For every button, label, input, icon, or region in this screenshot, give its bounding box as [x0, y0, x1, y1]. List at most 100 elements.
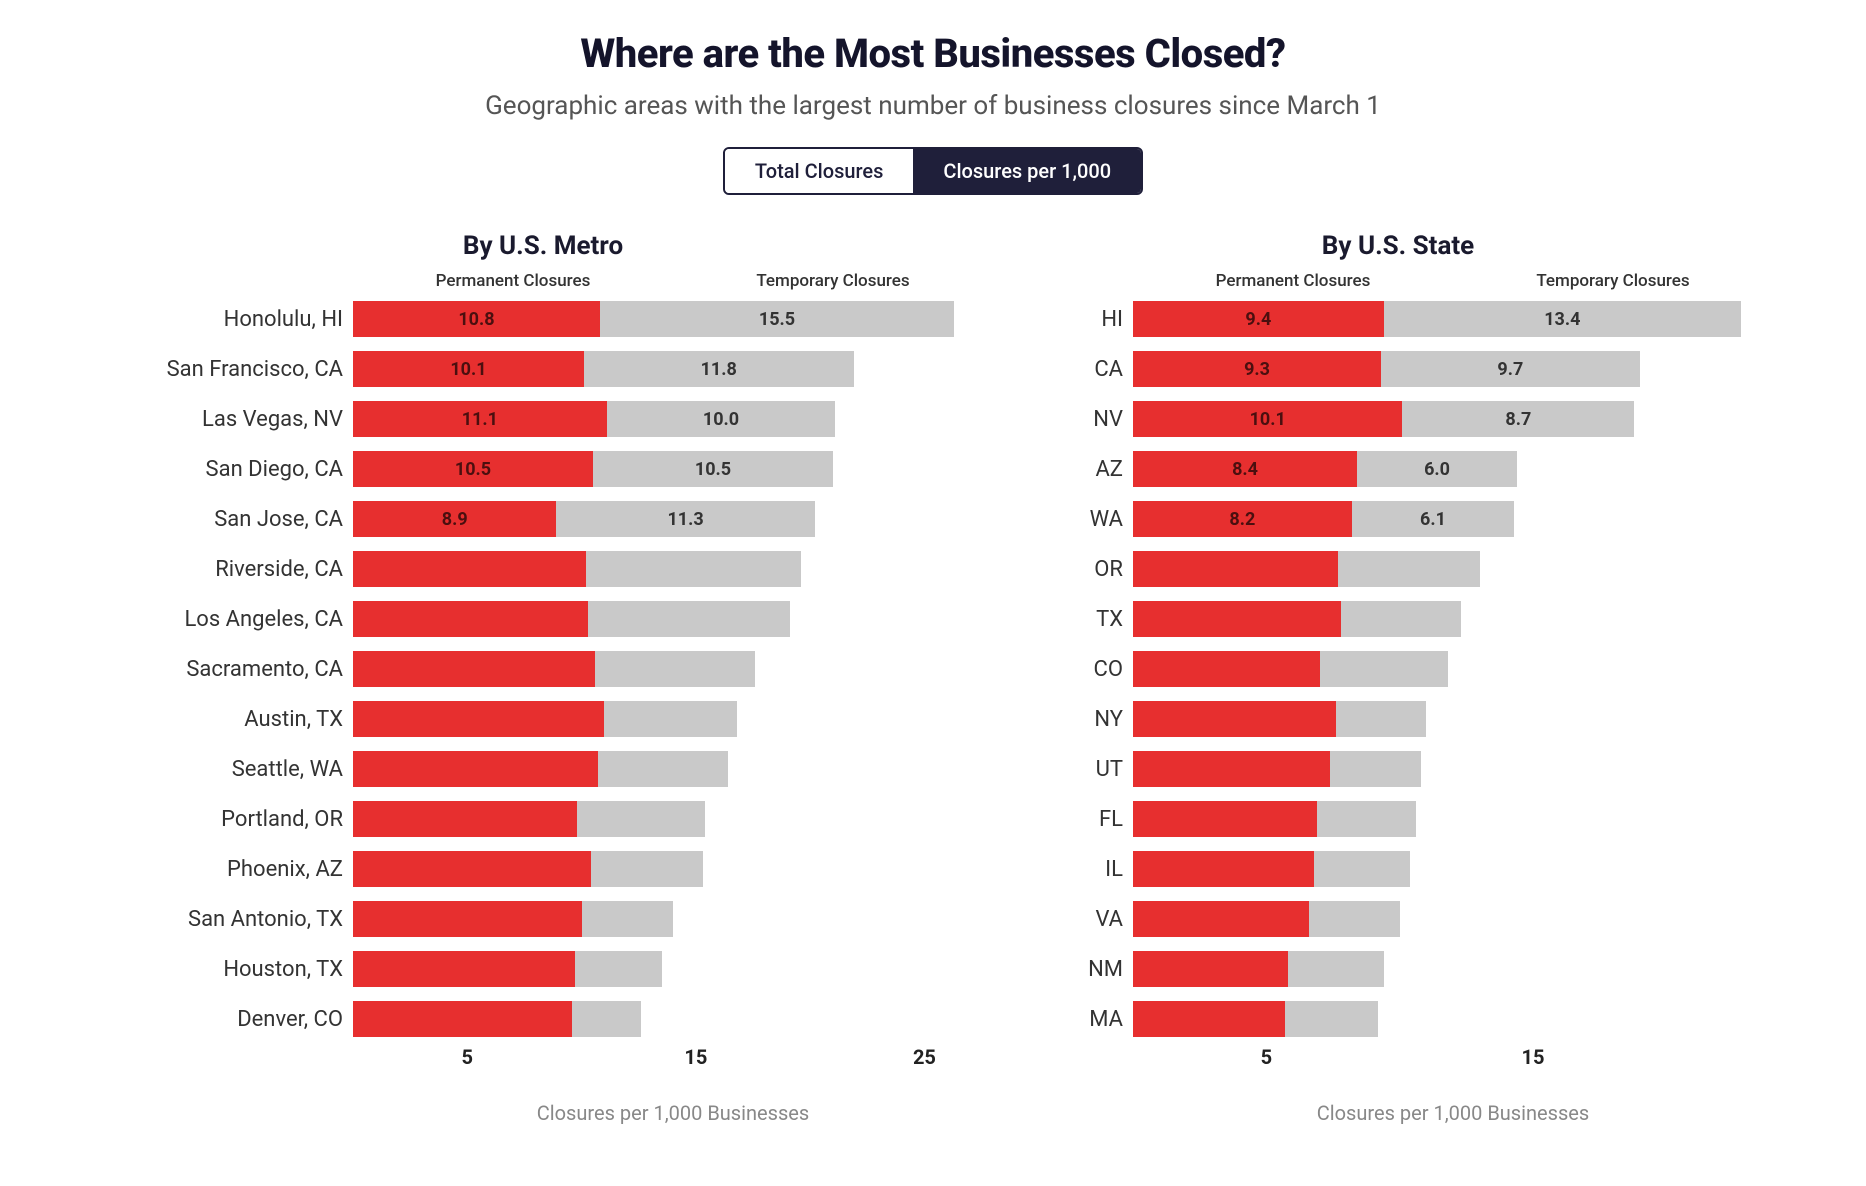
bar-row: UT	[1023, 747, 1773, 791]
bar-permanent: 10.5	[353, 451, 593, 487]
legend-row: Permanent ClosuresTemporary Closures	[93, 271, 993, 291]
bar-temporary	[572, 1001, 641, 1037]
bar-permanent: 9.4	[1133, 301, 1384, 337]
bar-track	[353, 847, 993, 891]
bars-container: HI9.413.4CA9.39.7NV10.18.7AZ8.46.0WA8.26…	[1023, 297, 1773, 1041]
bar-permanent	[1133, 751, 1330, 787]
row-label: UT	[1023, 757, 1133, 782]
row-label: Los Angeles, CA	[93, 607, 353, 632]
bar-permanent	[353, 551, 586, 587]
bar-track: 8.46.0	[1133, 447, 1773, 491]
bar-temporary	[1288, 951, 1384, 987]
bar-temporary	[1338, 551, 1479, 587]
legend-permanent: Permanent Closures	[1133, 271, 1453, 291]
bar-temporary	[1314, 851, 1410, 887]
bar-permanent	[353, 751, 598, 787]
row-label: San Diego, CA	[93, 457, 353, 482]
bar-row: Phoenix, AZ	[93, 847, 993, 891]
bar-temporary	[595, 651, 755, 687]
row-label: NV	[1023, 407, 1133, 432]
bar-row: HI9.413.4	[1023, 297, 1773, 341]
bar-permanent	[1133, 951, 1288, 987]
bar-temporary: 10.5	[593, 451, 833, 487]
bar-track	[1133, 847, 1773, 891]
row-label: Las Vegas, NV	[93, 407, 353, 432]
bar-permanent	[353, 651, 595, 687]
bar-permanent	[353, 801, 577, 837]
bar-track: 8.26.1	[1133, 497, 1773, 541]
bar-track	[1133, 597, 1773, 641]
bar-row: AZ8.46.0	[1023, 447, 1773, 491]
bar-temporary	[604, 701, 737, 737]
row-label: Seattle, WA	[93, 757, 353, 782]
axis-tick: 15	[1522, 1045, 1545, 1069]
bar-permanent	[1133, 1001, 1285, 1037]
bar-track: 10.815.5	[353, 297, 993, 341]
bar-row: CO	[1023, 647, 1773, 691]
toggle-option-1[interactable]: Closures per 1,000	[913, 149, 1141, 193]
bar-track	[353, 897, 993, 941]
bar-row: San Jose, CA8.911.3	[93, 497, 993, 541]
bar-row: FL	[1023, 797, 1773, 841]
bar-row: Seattle, WA	[93, 747, 993, 791]
bar-permanent	[353, 951, 575, 987]
bar-temporary	[1285, 1001, 1378, 1037]
bar-permanent	[353, 851, 591, 887]
row-label: VA	[1023, 907, 1133, 932]
bar-temporary	[1317, 801, 1416, 837]
bar-row: Portland, OR	[93, 797, 993, 841]
bar-row: WA8.26.1	[1023, 497, 1773, 541]
x-axis: 5 15	[1133, 1045, 1773, 1071]
bar-row: CA9.39.7	[1023, 347, 1773, 391]
legend-temporary: Temporary Closures	[1453, 271, 1773, 291]
bar-temporary: 9.7	[1381, 351, 1640, 387]
bar-track	[1133, 947, 1773, 991]
bar-temporary	[591, 851, 703, 887]
bar-row: San Diego, CA10.510.5	[93, 447, 993, 491]
bar-temporary	[577, 801, 705, 837]
toggle-option-0[interactable]: Total Closures	[725, 149, 914, 193]
page-title: Where are the Most Businesses Closed?	[40, 30, 1826, 77]
bar-temporary: 6.1	[1352, 501, 1515, 537]
row-label: Austin, TX	[93, 707, 353, 732]
row-label: San Antonio, TX	[93, 907, 353, 932]
row-label: WA	[1023, 507, 1133, 532]
bar-row: San Antonio, TX	[93, 897, 993, 941]
bar-temporary	[1320, 651, 1448, 687]
bar-track: 10.510.5	[353, 447, 993, 491]
bar-track	[1133, 897, 1773, 941]
bar-temporary: 6.0	[1357, 451, 1517, 487]
bar-track	[1133, 997, 1773, 1041]
axis-tick: 15	[684, 1045, 707, 1069]
chart-title: By U.S. State	[1322, 231, 1474, 261]
bar-permanent	[1133, 901, 1309, 937]
bar-row: NY	[1023, 697, 1773, 741]
bar-permanent	[353, 701, 604, 737]
row-label: Phoenix, AZ	[93, 857, 353, 882]
bar-temporary	[575, 951, 662, 987]
row-label: San Francisco, CA	[93, 357, 353, 382]
bar-row: Honolulu, HI10.815.5	[93, 297, 993, 341]
row-label: CA	[1023, 357, 1133, 382]
bar-row: NV10.18.7	[1023, 397, 1773, 441]
bar-permanent: 8.2	[1133, 501, 1352, 537]
bar-permanent: 9.3	[1133, 351, 1381, 387]
row-label: CO	[1023, 657, 1133, 682]
row-label: Riverside, CA	[93, 557, 353, 582]
row-label: AZ	[1023, 457, 1133, 482]
row-label: Portland, OR	[93, 807, 353, 832]
bar-row: San Francisco, CA10.111.8	[93, 347, 993, 391]
bars-container: Honolulu, HI10.815.5San Francisco, CA10.…	[93, 297, 993, 1041]
bar-temporary	[588, 601, 789, 637]
axis-tick: 5	[1261, 1045, 1272, 1069]
bar-track	[1133, 797, 1773, 841]
bar-row: Austin, TX	[93, 697, 993, 741]
bar-temporary: 11.8	[584, 351, 854, 387]
bar-temporary	[1341, 601, 1461, 637]
bar-temporary: 15.5	[600, 301, 954, 337]
bar-temporary: 11.3	[556, 501, 814, 537]
legend-row: Permanent ClosuresTemporary Closures	[1023, 271, 1773, 291]
bar-track: 10.18.7	[1133, 397, 1773, 441]
bar-track	[1133, 747, 1773, 791]
bar-permanent	[1133, 701, 1336, 737]
